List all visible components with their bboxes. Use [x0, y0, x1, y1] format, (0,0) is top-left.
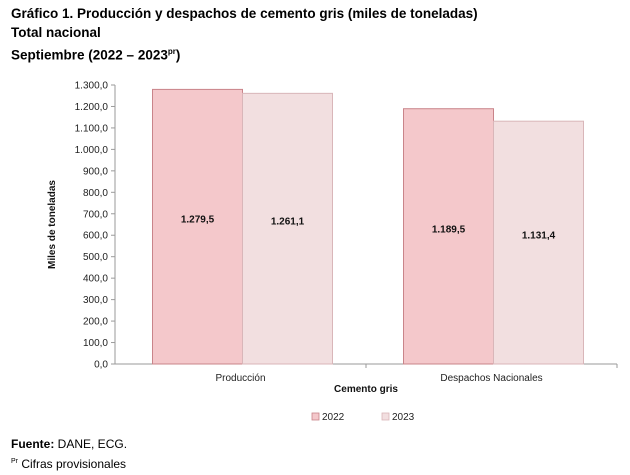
period-sup: pr [167, 47, 176, 56]
bar-2023-1 [493, 120, 584, 365]
data-label: 1.131,4 [522, 231, 556, 242]
bar-2022-1 [403, 108, 494, 365]
data-label: 1.279,5 [181, 215, 215, 226]
y-tick-label: 1.100,0 [75, 123, 109, 134]
x-tick-label: Despachos Nacionales [440, 373, 542, 384]
period-prefix: Septiembre (2022 – 2023 [11, 47, 168, 63]
x-axis-title: Cemento gris [334, 384, 398, 395]
y-tick-label: 1.300,0 [75, 81, 109, 92]
y-tick-label: 400,0 [83, 274, 108, 285]
period-suffix: ) [175, 47, 181, 63]
bar-2023-0 [242, 92, 333, 365]
y-tick-label: 800,0 [83, 188, 108, 199]
legend-swatch-2022 [311, 412, 320, 421]
bar-chart: 0,0 100,0 200,0 300,0 400,0 500,0 600,0 700,0 80… [47, 81, 618, 423]
source-label: Fuente: [11, 437, 55, 451]
note-text: Cifras provisionales [18, 457, 127, 471]
chart-period: Septiembre (2022 – 2023pr) [11, 42, 478, 65]
footer: Fuente: DANE, ECG. Pr Cifras provisional… [11, 436, 127, 473]
chart-subtitle: Total nacional [11, 25, 101, 40]
chart-title-block: Gráfico 1. Producción y despachos de cem… [11, 4, 478, 65]
legend-swatch-2023 [381, 412, 390, 421]
y-tick-label: 300,0 [83, 295, 108, 306]
y-tick-label: 200,0 [83, 317, 108, 328]
legend-label: 2022 [322, 412, 345, 423]
x-tick-label: Producción [215, 373, 265, 384]
y-tick-label: 700,0 [83, 209, 108, 220]
y-tick-label: 100,0 [83, 338, 108, 349]
y-tick-label: 1.000,0 [75, 145, 109, 156]
source-line: Fuente: DANE, ECG. [11, 436, 127, 453]
data-label: 1.189,5 [432, 224, 466, 235]
note-line: Pr Cifras provisionales [11, 453, 127, 473]
y-tick-label: 900,0 [83, 166, 108, 177]
data-label: 1.261,1 [271, 217, 305, 228]
note-sup: Pr [11, 458, 18, 465]
legend-label: 2023 [392, 412, 415, 423]
chart-title: Gráfico 1. Producción y despachos de cem… [11, 6, 478, 21]
y-tick-label: 500,0 [83, 252, 108, 263]
y-tick-label: 0,0 [94, 360, 108, 371]
y-axis-title: Miles de toneladas [47, 180, 58, 269]
source-text: DANE, ECG. [54, 437, 128, 451]
y-tick-label: 1.200,0 [75, 102, 109, 113]
bar-2022-0 [152, 88, 243, 365]
y-tick-label: 600,0 [83, 231, 108, 242]
